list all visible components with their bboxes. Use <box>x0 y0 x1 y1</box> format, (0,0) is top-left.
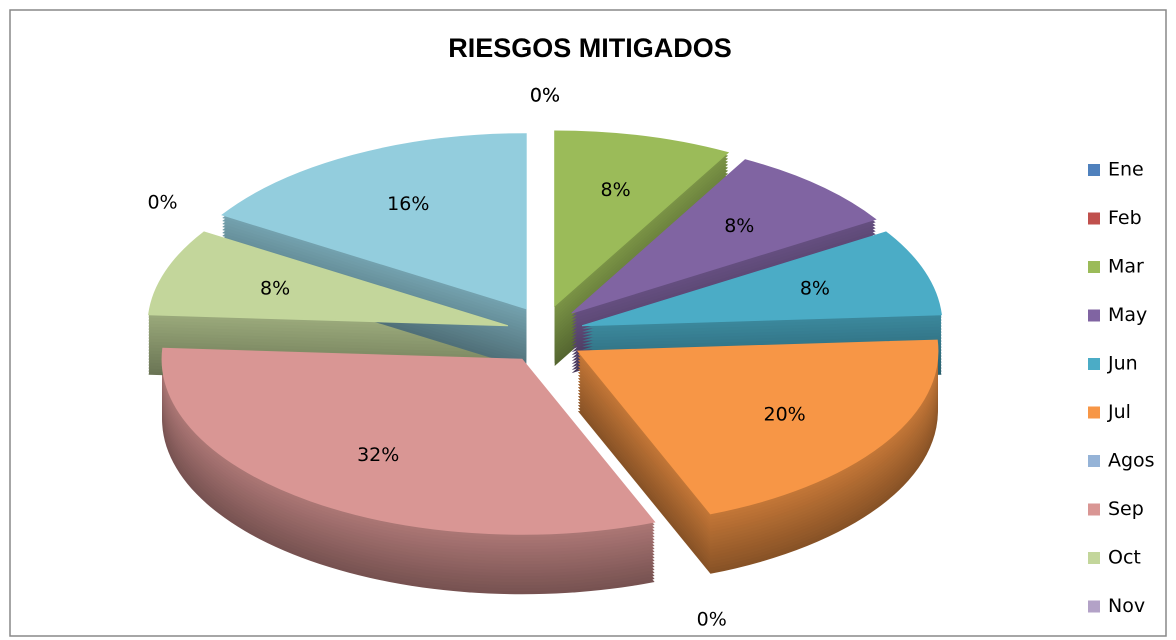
chart-title: RIESGOS MITIGADOS <box>448 33 732 63</box>
legend-swatch <box>1088 455 1100 467</box>
data-label: 32% <box>357 444 399 466</box>
legend-label: Sep <box>1108 498 1144 520</box>
legend-swatch <box>1088 164 1100 176</box>
legend-swatch <box>1088 552 1100 564</box>
data-label: 20% <box>764 403 806 425</box>
data-label: 8% <box>260 277 290 299</box>
slice <box>161 347 656 535</box>
legend-label: Feb <box>1108 207 1142 229</box>
slice <box>554 130 730 308</box>
legend-label: Jun <box>1107 353 1138 375</box>
legend-label: Mar <box>1108 256 1144 278</box>
data-label: 0% <box>530 84 560 106</box>
data-label: 8% <box>601 179 631 201</box>
slice <box>581 231 942 327</box>
legend-label: Oct <box>1108 547 1141 569</box>
legend-swatch <box>1088 261 1100 273</box>
legend-label: Agos <box>1108 450 1155 472</box>
data-label: 8% <box>800 277 830 299</box>
data-label: 0% <box>147 192 177 214</box>
slice <box>148 231 509 327</box>
legend-label: Jul <box>1107 401 1131 423</box>
slice <box>576 339 939 515</box>
data-label: 0% <box>530 84 560 106</box>
data-label: 16% <box>387 193 429 215</box>
legend-swatch <box>1088 358 1100 370</box>
legend-label: Ene <box>1108 159 1144 181</box>
legend-swatch <box>1088 309 1100 322</box>
legend-swatch <box>1088 600 1100 613</box>
data-label: 8% <box>724 215 754 237</box>
legend-label: Nov <box>1108 595 1145 617</box>
legend-swatch <box>1088 212 1100 225</box>
slice <box>571 159 877 314</box>
data-label: 0% <box>697 609 727 631</box>
legend-swatch <box>1088 503 1100 516</box>
legend-label: May <box>1108 304 1147 326</box>
legend-swatch <box>1088 406 1100 419</box>
slice <box>221 133 527 310</box>
